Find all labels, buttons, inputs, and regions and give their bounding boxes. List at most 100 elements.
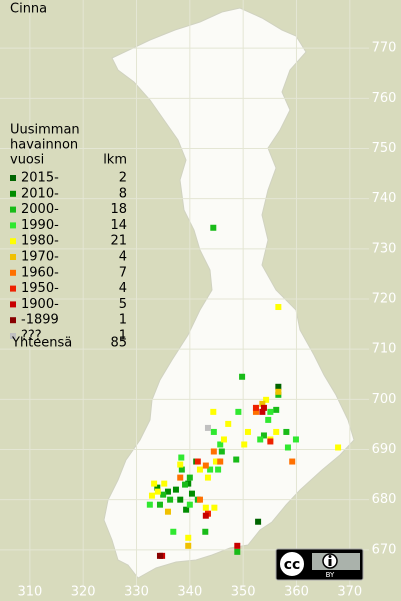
legend-title: havainnon bbox=[10, 138, 78, 153]
observation-square bbox=[239, 373, 246, 380]
legend-count: 4 bbox=[119, 250, 127, 265]
y-tick-label: 750 bbox=[372, 141, 397, 156]
license-badge: cc BY bbox=[275, 548, 364, 581]
legend-label: 2010- bbox=[21, 186, 59, 201]
observation-square bbox=[225, 420, 232, 427]
observation-square bbox=[275, 388, 282, 395]
y-tick-label: 710 bbox=[372, 342, 397, 357]
x-tick-label: 330 bbox=[124, 585, 149, 600]
observation-square bbox=[292, 436, 299, 443]
observation-square bbox=[335, 444, 342, 451]
observation-square bbox=[172, 486, 179, 493]
observation-square bbox=[233, 456, 240, 463]
observation-square bbox=[156, 501, 163, 508]
finland-land bbox=[103, 7, 355, 579]
x-tick-label: 320 bbox=[71, 585, 96, 600]
observation-square bbox=[178, 454, 185, 461]
y-tick-label: 690 bbox=[372, 442, 397, 457]
x-tick-label: 370 bbox=[337, 585, 362, 600]
observation-square bbox=[217, 441, 224, 448]
legend-swatch bbox=[10, 269, 16, 276]
observation-square bbox=[160, 491, 167, 498]
observation-square bbox=[210, 428, 217, 435]
legend-count: 14 bbox=[110, 218, 127, 233]
observation-square bbox=[273, 406, 280, 413]
observation-square bbox=[259, 408, 266, 415]
y-tick-label: 730 bbox=[372, 241, 397, 256]
y-tick-label: 770 bbox=[372, 41, 397, 56]
observation-square bbox=[255, 518, 262, 525]
observation-square bbox=[215, 466, 222, 473]
observation-square bbox=[284, 444, 291, 451]
observation-square bbox=[164, 488, 171, 495]
badge-label: BY bbox=[326, 571, 335, 579]
observation-square bbox=[185, 480, 192, 487]
legend-label: 1990- bbox=[21, 218, 59, 233]
observation-square bbox=[275, 391, 282, 398]
legend-swatch bbox=[10, 190, 16, 197]
x-tick-label: 360 bbox=[284, 585, 309, 600]
observation-square bbox=[260, 432, 267, 439]
y-tick-label: 670 bbox=[372, 542, 397, 557]
observation-square bbox=[260, 404, 267, 411]
observation-square bbox=[210, 448, 217, 455]
observation-square bbox=[259, 400, 266, 407]
observation-square bbox=[265, 416, 272, 423]
observation-square bbox=[234, 548, 241, 555]
observation-square bbox=[154, 484, 161, 491]
observation-square bbox=[151, 480, 158, 487]
legend-count: 18 bbox=[110, 202, 127, 217]
observations bbox=[146, 224, 342, 559]
observation-square bbox=[217, 458, 224, 465]
observation-square bbox=[202, 462, 209, 469]
observation-square bbox=[263, 396, 270, 403]
observation-square bbox=[178, 466, 185, 473]
observation-square bbox=[146, 501, 153, 508]
legend-count: 21 bbox=[110, 234, 127, 249]
observation-square bbox=[210, 408, 217, 415]
observation-square bbox=[170, 528, 177, 535]
observation-square bbox=[275, 383, 282, 390]
legend-swatch bbox=[10, 254, 16, 260]
x-tick-label: 340 bbox=[177, 585, 202, 600]
legend-title: vuosi bbox=[10, 153, 44, 168]
observation-square bbox=[196, 466, 203, 473]
observation-square bbox=[289, 458, 296, 465]
legend-label: 1970- bbox=[21, 250, 59, 265]
observation-square bbox=[177, 461, 184, 468]
observation-square bbox=[185, 542, 192, 549]
legend-swatch bbox=[10, 238, 16, 245]
legend-swatch bbox=[10, 206, 16, 213]
legend-total: 85 bbox=[110, 336, 127, 351]
observation-square bbox=[210, 224, 217, 231]
legend-count: 8 bbox=[119, 186, 127, 201]
legend-total-label: Yhteensä bbox=[11, 336, 72, 351]
y-tick-label: 740 bbox=[372, 191, 397, 206]
observation-square bbox=[154, 488, 161, 495]
observation-square bbox=[183, 506, 190, 513]
y-tick-label: 680 bbox=[372, 492, 397, 507]
observation-square bbox=[167, 496, 174, 503]
observation-square bbox=[161, 480, 168, 487]
legend-swatch bbox=[10, 285, 16, 292]
observation-square bbox=[204, 424, 211, 431]
observation-square bbox=[212, 458, 219, 465]
observation-square bbox=[177, 496, 184, 503]
observation-square bbox=[204, 474, 211, 481]
observation-square bbox=[196, 496, 203, 503]
y-tick-label: 760 bbox=[372, 91, 397, 106]
legend-title: Uusimman bbox=[10, 123, 80, 138]
legend-count: 7 bbox=[119, 265, 127, 280]
observation-square bbox=[211, 504, 218, 511]
observation-square bbox=[273, 428, 280, 435]
observation-square bbox=[207, 466, 214, 473]
legend-label: 1900- bbox=[21, 297, 59, 312]
legend-label: 2015- bbox=[21, 171, 59, 186]
observation-square bbox=[241, 441, 248, 448]
observation-square bbox=[186, 474, 193, 481]
y-tick-label: 720 bbox=[372, 291, 397, 306]
observation-square bbox=[186, 501, 193, 508]
